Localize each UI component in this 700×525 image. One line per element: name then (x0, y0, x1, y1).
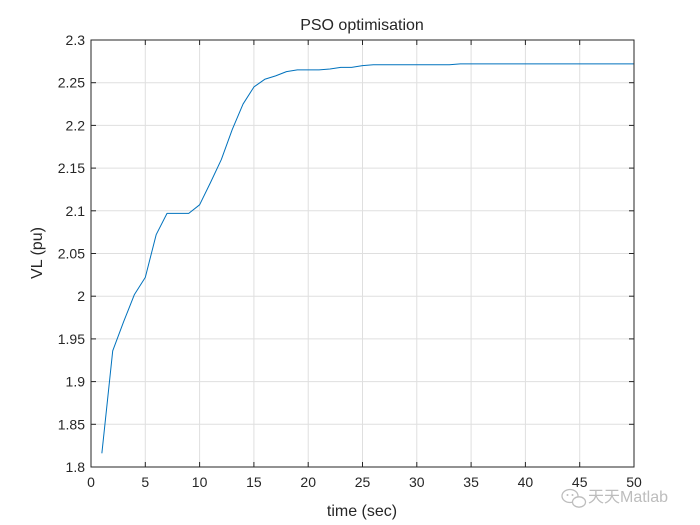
wechat-icon (561, 488, 587, 508)
y-tick-label: 1.8 (66, 459, 86, 475)
y-tick-label: 2.25 (58, 75, 85, 91)
y-tick-label: 2.05 (58, 246, 85, 262)
y-tick-label: 2.15 (58, 160, 85, 176)
y-tick-label: 1.9 (66, 374, 86, 390)
ticks (90, 39, 635, 468)
x-tick-label: 0 (87, 474, 95, 490)
y-tick-label: 2.2 (66, 117, 86, 133)
tick-labels: 0 5 10 15 20 25 30 35 40 45 50 1.8 1.85 1.9 1.95 2 2.05 2… (58, 32, 642, 490)
watermark-text: 天天Matlab (588, 489, 668, 506)
x-axis-label: time (sec) (327, 503, 397, 520)
x-tick-label: 50 (626, 474, 642, 490)
y-tick-label: 2.3 (66, 32, 86, 48)
x-tick-label: 5 (141, 474, 149, 490)
x-tick-label: 10 (192, 474, 208, 490)
x-tick-label: 30 (409, 474, 425, 490)
grid (91, 40, 634, 467)
x-tick-label: 45 (572, 474, 588, 490)
series-line-layer (101, 63, 634, 454)
x-tick-label: 25 (355, 474, 371, 490)
x-tick-label: 20 (300, 474, 316, 490)
x-tick-label: 40 (518, 474, 534, 490)
y-tick-label: 1.85 (58, 416, 85, 432)
x-tick-label: 35 (463, 474, 479, 490)
series-line (101, 63, 634, 454)
y-tick-label: 1.95 (58, 331, 85, 347)
x-tick-label: 15 (246, 474, 262, 490)
y-tick-label: 2 (77, 288, 85, 304)
y-axis-label: VL (pu) (29, 227, 46, 279)
chart-title: PSO optimisation (300, 17, 424, 34)
y-tick-label: 2.1 (66, 203, 86, 219)
watermark: 天天Matlab (561, 488, 668, 508)
